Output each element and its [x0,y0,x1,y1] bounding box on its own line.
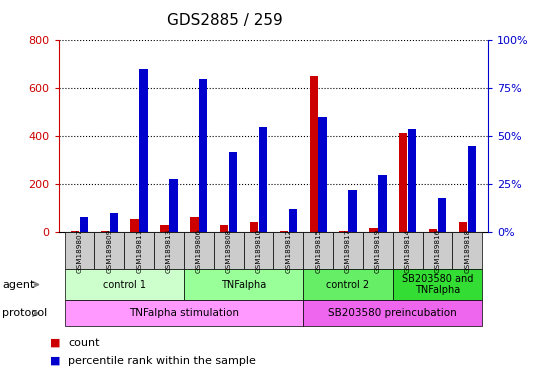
Text: GSM189812: GSM189812 [285,228,291,273]
Text: ■: ■ [50,356,61,366]
Bar [339,231,348,232]
Bar [220,225,228,232]
Bar [348,190,357,232]
Bar [408,129,416,232]
Bar [109,213,118,232]
Text: GDS2885 / 259: GDS2885 / 259 [167,13,283,28]
Text: GSM189808: GSM189808 [225,228,232,273]
Text: agent: agent [2,280,35,290]
Text: count: count [68,338,99,348]
Bar [468,146,476,232]
Bar [459,222,467,232]
Text: GSM189810: GSM189810 [256,228,262,273]
Text: percentile rank within the sample: percentile rank within the sample [68,356,256,366]
Text: GSM189819: GSM189819 [375,228,381,273]
Text: protocol: protocol [2,308,47,318]
Text: GSM189816: GSM189816 [435,228,440,273]
Bar [71,231,79,232]
Bar [259,127,267,232]
Text: GSM189818: GSM189818 [464,228,470,273]
Bar [100,231,109,232]
Text: SB203580 and
TNFalpha: SB203580 and TNFalpha [402,274,473,295]
Text: SB203580 preincubation: SB203580 preincubation [329,308,457,318]
Bar [369,227,378,232]
Text: GSM189815: GSM189815 [315,228,321,273]
Text: control 1: control 1 [103,280,146,290]
Bar [169,179,177,232]
Bar [250,222,258,232]
Text: GSM189814: GSM189814 [405,228,411,273]
Bar [378,175,387,232]
Text: TNFalpha stimulation: TNFalpha stimulation [129,308,239,318]
Bar [399,133,407,232]
Bar [190,217,199,232]
Bar [429,229,437,232]
Text: ■: ■ [50,338,61,348]
Bar [310,76,318,232]
Bar [199,79,208,232]
Text: GSM189817: GSM189817 [345,228,351,273]
Text: GSM189811: GSM189811 [136,228,142,273]
Text: GSM189813: GSM189813 [166,228,172,273]
Text: TNFalpha: TNFalpha [221,280,266,290]
Bar [438,198,446,232]
Bar [140,69,148,232]
Bar [80,217,88,232]
Text: GSM189807: GSM189807 [76,228,83,273]
Bar [131,219,139,232]
Bar [288,209,297,232]
Text: GSM189809: GSM189809 [107,228,112,273]
Bar [160,225,169,232]
Text: GSM189806: GSM189806 [196,228,202,273]
Bar [280,231,288,232]
Text: control 2: control 2 [326,280,369,290]
Bar [229,152,237,232]
Bar [319,117,327,232]
